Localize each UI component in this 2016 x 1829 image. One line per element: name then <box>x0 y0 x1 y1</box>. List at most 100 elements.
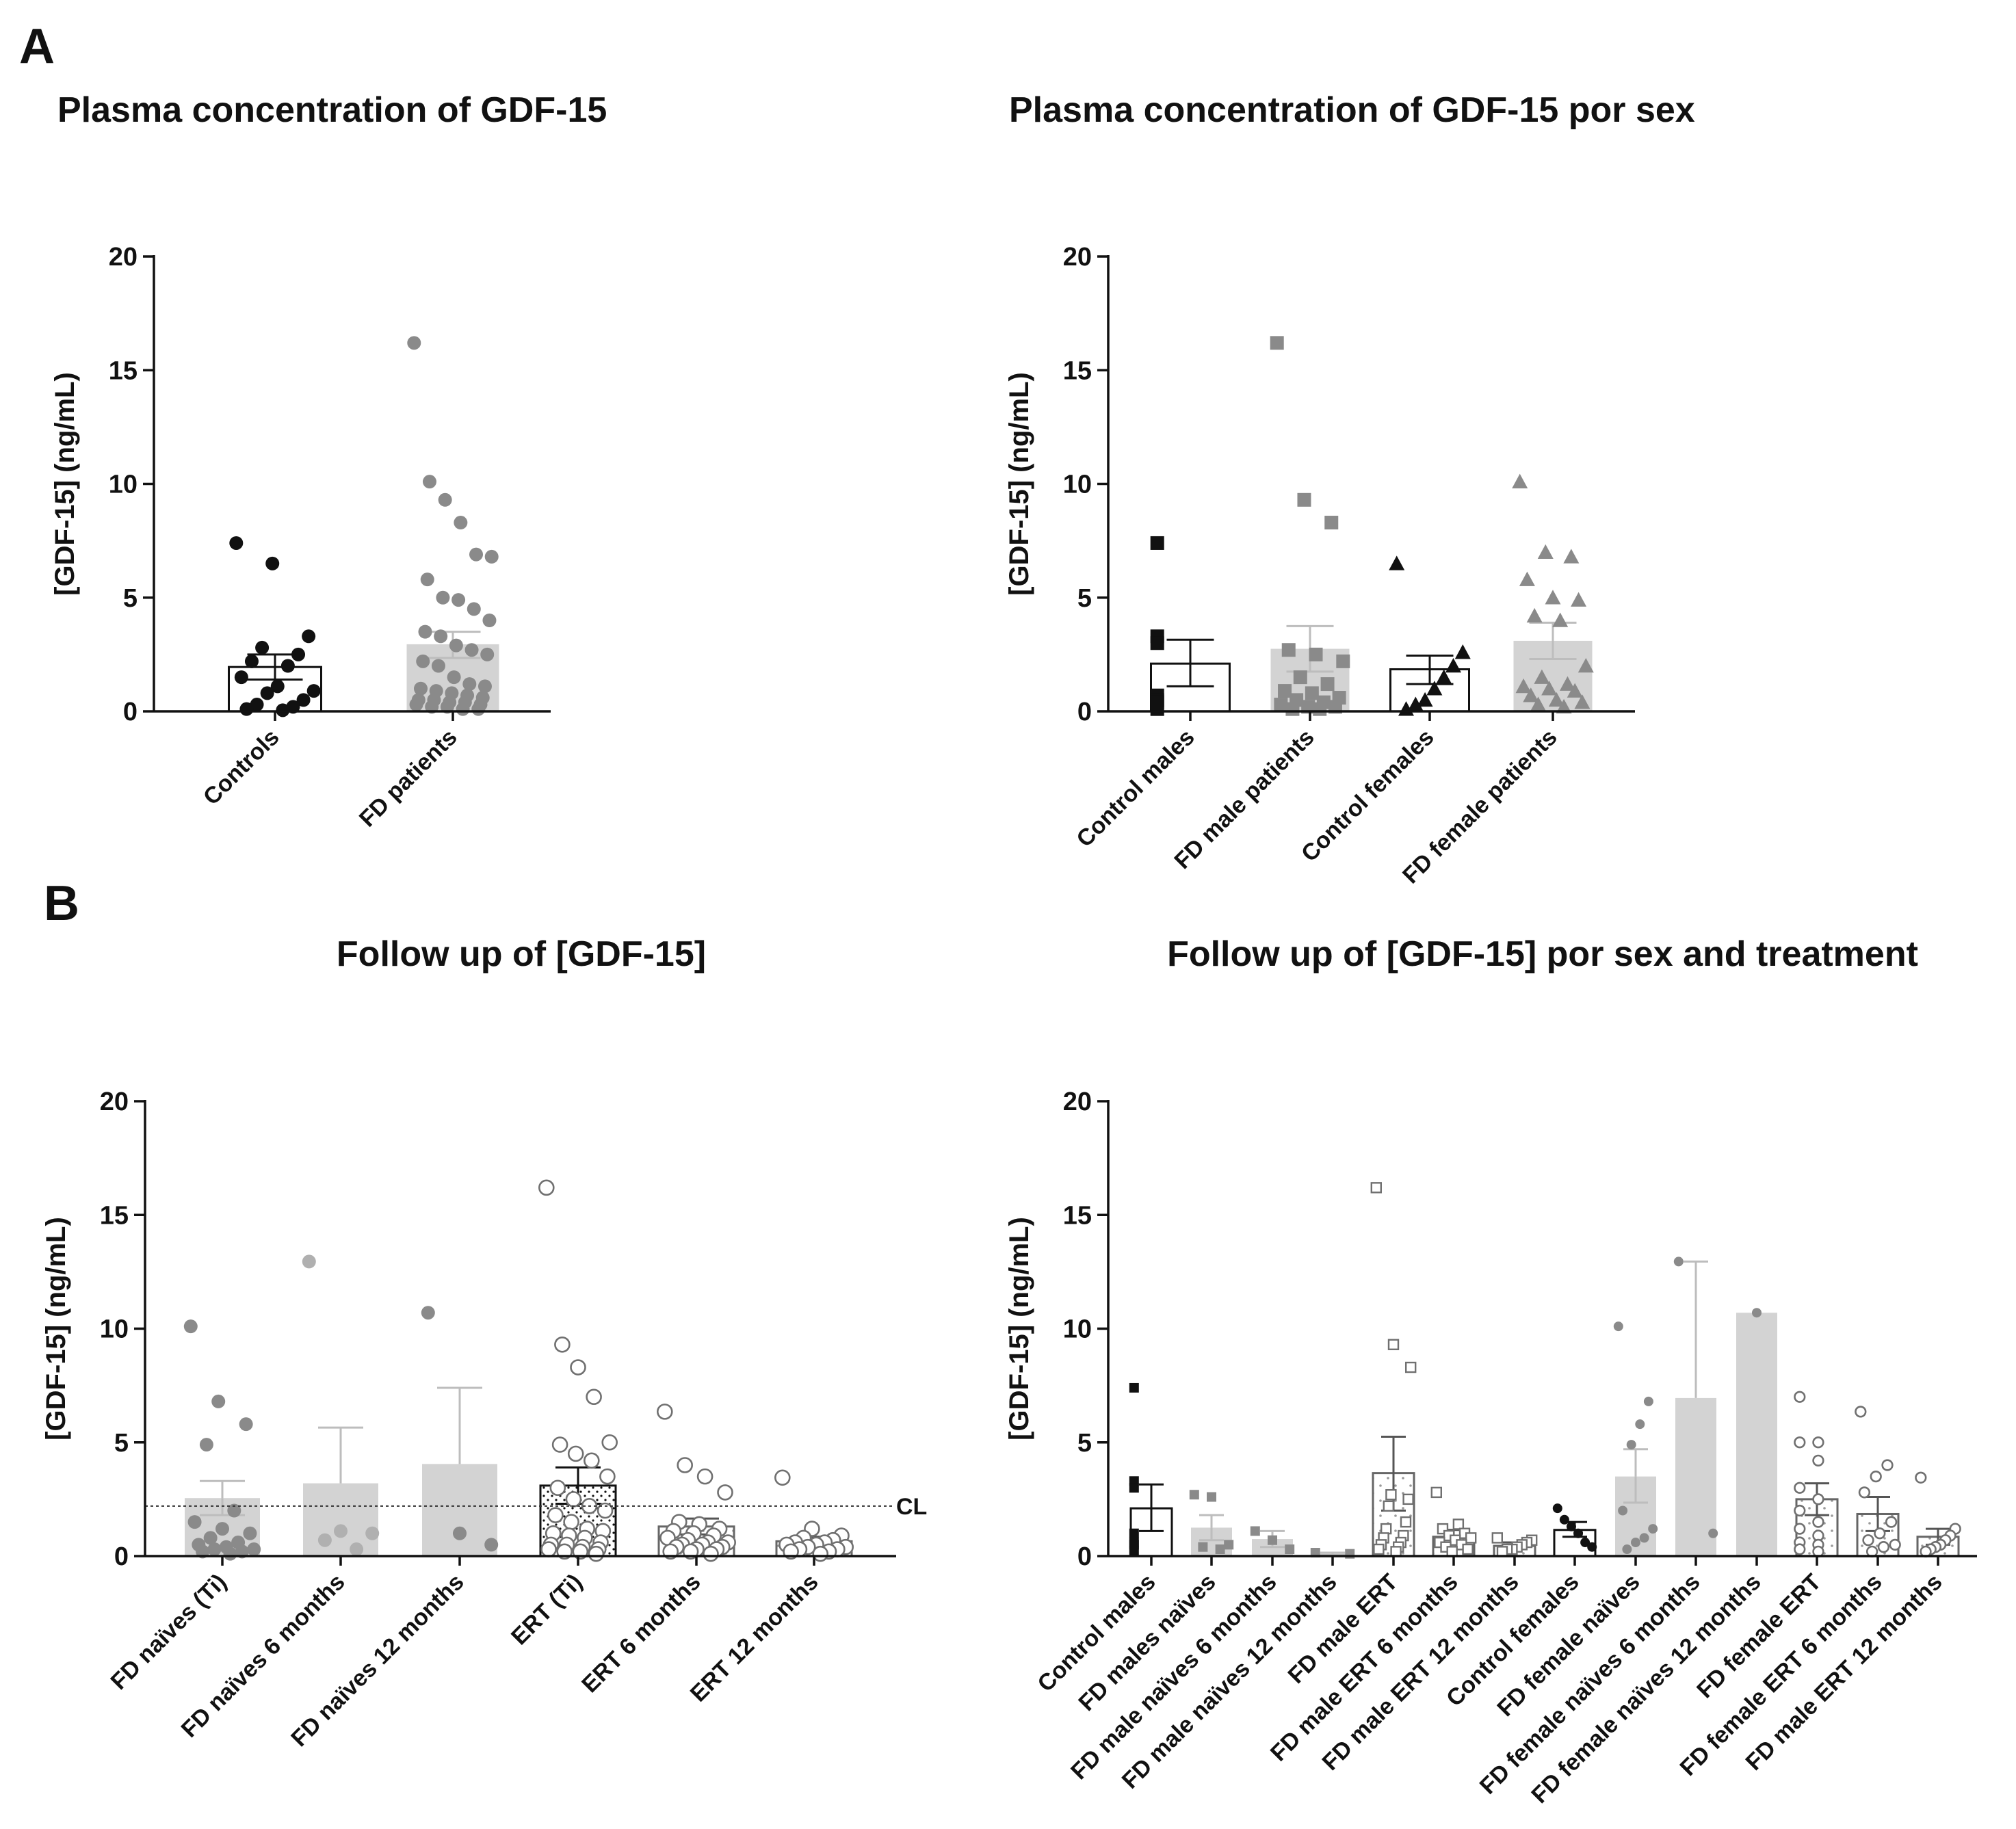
data-point <box>1380 1523 1392 1535</box>
data-point <box>1708 1528 1718 1538</box>
y-tick-label: 0 <box>1077 698 1092 726</box>
data-point <box>1452 1518 1465 1530</box>
data-point <box>1150 536 1164 550</box>
y-tick-label: 10 <box>109 471 138 499</box>
data-point <box>1430 1486 1443 1499</box>
data-point <box>1812 1516 1824 1528</box>
data-point <box>1370 1182 1383 1194</box>
category-label: Control males <box>1071 724 1199 852</box>
data-point <box>540 1541 557 1557</box>
y-tick-label: 5 <box>1077 584 1092 613</box>
data-point <box>565 1491 582 1508</box>
series-1 <box>1129 1382 1173 1557</box>
data-point <box>570 1359 586 1376</box>
data-point <box>812 1545 829 1562</box>
data-point <box>1794 1436 1806 1449</box>
data-point <box>1454 644 1471 659</box>
data-point <box>1491 1532 1504 1544</box>
data-point <box>471 702 486 716</box>
data-point <box>1207 1492 1216 1502</box>
data-point <box>1631 1538 1640 1548</box>
data-point <box>703 1545 719 1562</box>
data-point <box>1812 1493 1824 1505</box>
data-point <box>302 629 316 644</box>
data-point <box>1559 676 1575 691</box>
data-point <box>1320 677 1335 692</box>
data-point <box>438 492 452 507</box>
data-point <box>223 1547 237 1561</box>
series-13 <box>1855 1406 1901 1557</box>
data-point <box>717 1484 733 1501</box>
data-point <box>317 1533 332 1547</box>
data-point <box>588 1545 605 1562</box>
series-3 <box>421 1306 499 1556</box>
data-point <box>1545 590 1561 605</box>
chart-title: Follow up of [GDF-15] por sex and treatm… <box>1167 934 1918 974</box>
data-point <box>467 602 481 616</box>
data-point <box>1563 549 1580 564</box>
series-1 <box>228 536 322 718</box>
data-point <box>414 681 428 696</box>
data-point <box>1673 1256 1684 1267</box>
series-9 <box>1613 1321 1658 1556</box>
bar <box>1675 1397 1716 1556</box>
data-point <box>1383 1500 1395 1512</box>
category-label: ERT (Ti) <box>506 1569 588 1650</box>
series-11 <box>1736 1308 1777 1556</box>
data-point <box>1626 1440 1636 1450</box>
data-point <box>1404 1361 1417 1373</box>
data-point <box>239 1417 253 1432</box>
data-point <box>422 475 436 489</box>
data-point <box>1129 1547 1139 1557</box>
y-tick-label: 20 <box>1063 243 1092 272</box>
data-point <box>1548 692 1565 707</box>
data-point <box>1613 1321 1623 1332</box>
data-point <box>1268 1535 1277 1545</box>
data-point <box>1559 1514 1569 1525</box>
data-point <box>1534 669 1550 684</box>
data-point <box>547 1507 564 1523</box>
series-2 <box>302 1254 380 1557</box>
y-axis-title: [GDF-15] (ng/mL) <box>1004 1217 1034 1440</box>
data-point <box>1519 571 1535 586</box>
data-point <box>1274 698 1288 712</box>
data-point <box>431 659 445 673</box>
data-point <box>227 1503 241 1518</box>
data-point <box>291 647 306 661</box>
data-point <box>434 629 448 644</box>
data-point <box>1915 1471 1927 1484</box>
series-2 <box>1270 336 1350 716</box>
chart-follow-up-by-sex-treatment: Follow up of [GDF-15] por sex and treatm… <box>1004 934 1977 1808</box>
y-tick-label: 10 <box>100 1315 129 1344</box>
series-8 <box>1552 1503 1597 1557</box>
chart-title: Plasma concentration of GDF-15 por sex <box>1009 90 1695 130</box>
data-point <box>1881 1459 1894 1471</box>
category-label: ERT 12 months <box>685 1569 824 1707</box>
data-point <box>1465 1532 1477 1544</box>
data-point <box>211 1394 226 1408</box>
data-point <box>296 693 311 707</box>
data-point <box>1445 658 1461 673</box>
data-point <box>1635 1419 1645 1430</box>
y-tick-label: 5 <box>123 584 138 613</box>
data-point <box>247 1542 261 1557</box>
data-point <box>1794 1482 1806 1494</box>
data-point <box>1400 1516 1412 1528</box>
data-point <box>418 624 432 639</box>
data-point <box>1285 702 1300 716</box>
chart-title: Plasma concentration of GDF-15 <box>57 90 607 130</box>
data-point <box>1794 1391 1806 1403</box>
data-point <box>1385 1489 1397 1501</box>
chart-plasma-concentration-by-sex: Plasma concentration of GDF-15 por sex [G… <box>1004 90 1695 889</box>
data-point <box>1567 683 1583 698</box>
y-tick-label: 10 <box>1063 471 1092 499</box>
data-point <box>1794 1523 1806 1535</box>
data-point <box>1877 1541 1890 1553</box>
data-point <box>1541 681 1558 696</box>
panel-label-b: B <box>44 876 79 931</box>
category-label: ERT 6 months <box>577 1569 705 1698</box>
data-point <box>1278 684 1292 698</box>
data-point <box>1874 1527 1886 1540</box>
data-point <box>1297 492 1311 507</box>
